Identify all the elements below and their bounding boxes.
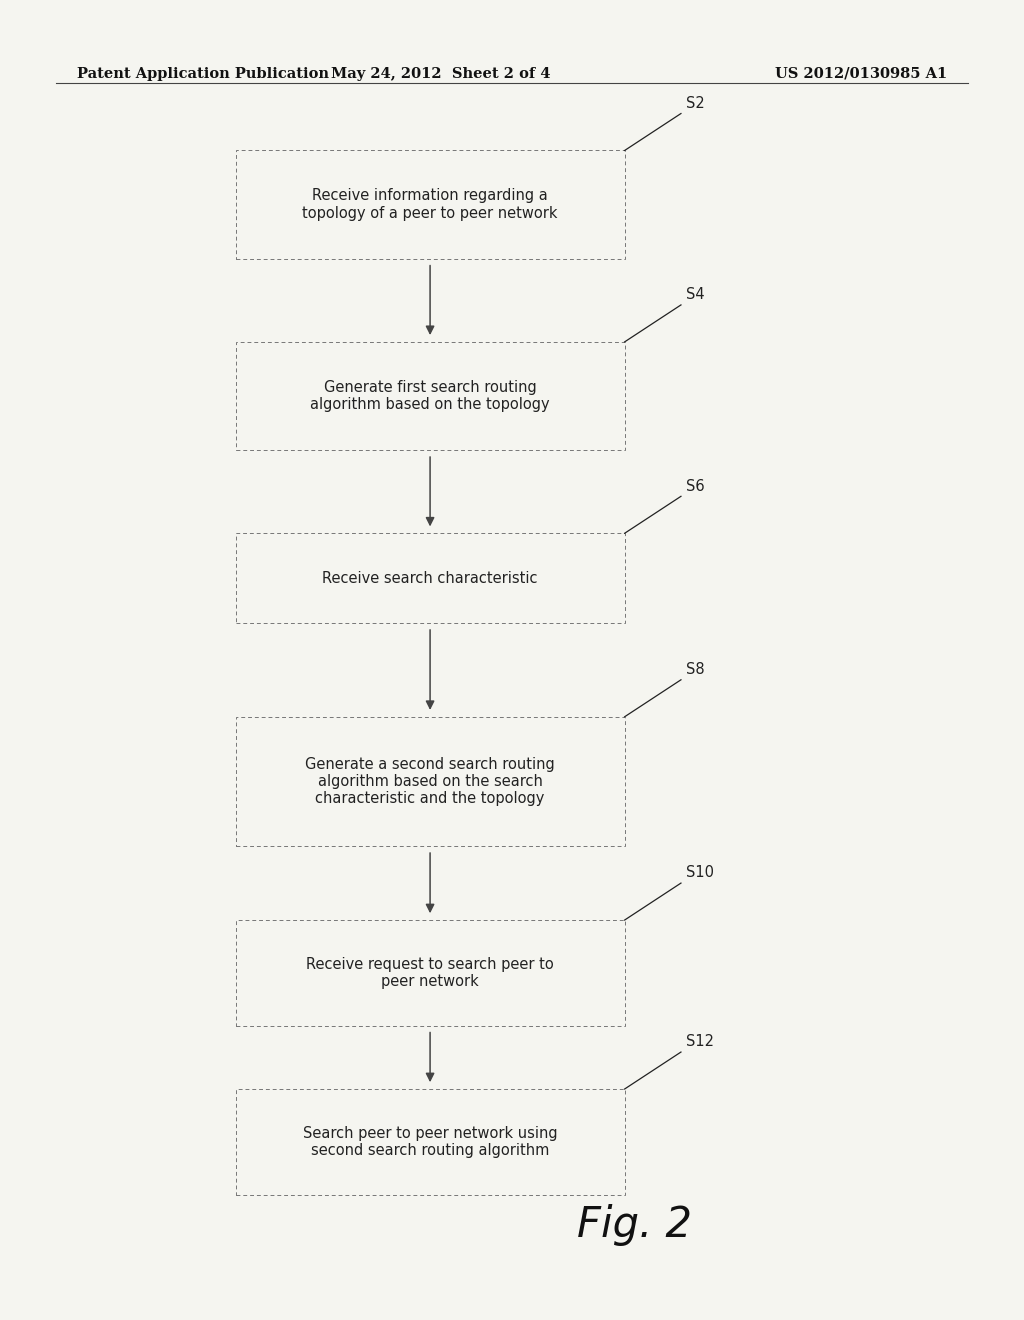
Text: Search peer to peer network using
second search routing algorithm: Search peer to peer network using second… xyxy=(303,1126,557,1158)
Text: S10: S10 xyxy=(686,866,714,880)
Text: US 2012/0130985 A1: US 2012/0130985 A1 xyxy=(775,67,947,81)
Text: Receive information regarding a
topology of a peer to peer network: Receive information regarding a topology… xyxy=(302,189,558,220)
Bar xyxy=(236,1089,625,1195)
Text: S2: S2 xyxy=(686,96,705,111)
Text: S6: S6 xyxy=(686,479,705,494)
Text: Patent Application Publication: Patent Application Publication xyxy=(77,67,329,81)
Text: S12: S12 xyxy=(686,1035,714,1049)
Text: Receive request to search peer to
peer network: Receive request to search peer to peer n… xyxy=(306,957,554,989)
Bar xyxy=(236,920,625,1026)
Text: May 24, 2012  Sheet 2 of 4: May 24, 2012 Sheet 2 of 4 xyxy=(331,67,550,81)
Text: S8: S8 xyxy=(686,663,705,677)
Text: Generate first search routing
algorithm based on the topology: Generate first search routing algorithm … xyxy=(310,380,550,412)
Bar xyxy=(236,150,625,259)
Bar xyxy=(236,533,625,623)
Text: Fig. 2: Fig. 2 xyxy=(578,1204,692,1246)
Text: S4: S4 xyxy=(686,288,705,302)
Text: Generate a second search routing
algorithm based on the search
characteristic an: Generate a second search routing algorit… xyxy=(305,756,555,807)
Bar xyxy=(236,342,625,450)
Bar xyxy=(236,717,625,846)
Text: Receive search characteristic: Receive search characteristic xyxy=(323,570,538,586)
